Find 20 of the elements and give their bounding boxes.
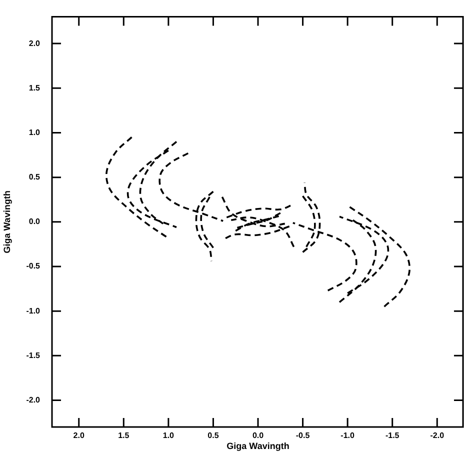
y-tick-label: -1.0 [26, 306, 41, 316]
x-tick-label: -1.5 [385, 431, 400, 440]
x-tick-label: 1.5 [118, 431, 130, 440]
y-tick-label: 1.5 [28, 83, 41, 92]
x-tick-label: 0.0 [252, 431, 264, 440]
x-axis-title: Giga Wavingth [226, 441, 290, 452]
y-axis-title: Giga Wavingth [2, 190, 12, 254]
x-tick-label: 2.0 [73, 431, 85, 440]
x-tick-label: 1.0 [162, 431, 175, 440]
x-tick-label: -0.5 [296, 431, 310, 440]
y-tick-label: 1.0 [28, 128, 41, 137]
x-tick-label: -2.0 [430, 431, 445, 440]
y-tick-label: 2.0 [28, 38, 41, 48]
x-tick-label: 0.5 [208, 431, 220, 440]
y-tick-label: -0.5 [26, 262, 41, 271]
y-tick-label: -2.0 [26, 395, 41, 404]
y-tick-label: -1.5 [26, 350, 41, 360]
y-tick-label: 0.5 [28, 172, 41, 182]
x-tick-label: -1.0 [340, 431, 356, 440]
y-tick-label: 0.0 [28, 217, 41, 226]
